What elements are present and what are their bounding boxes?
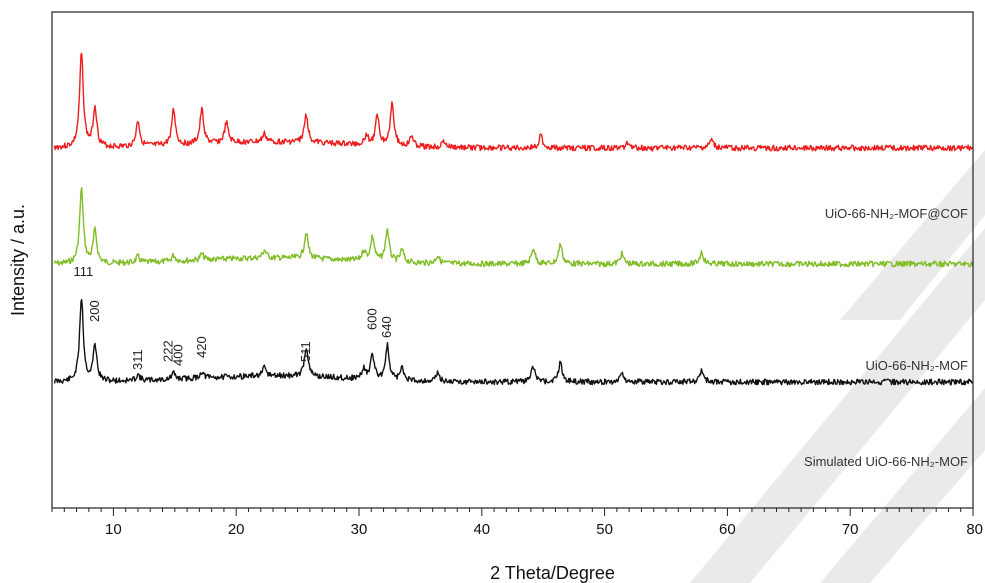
series-label-2: UiO-66-NH₂-MOF: [865, 358, 968, 373]
peak-annotation: 200: [87, 300, 102, 322]
x-tick-label: 30: [351, 521, 368, 538]
series-line-3: [53, 299, 973, 386]
plot-frame: [51, 11, 974, 509]
peak-annotation: 222: [161, 340, 176, 362]
x-tick-label: 50: [596, 521, 613, 538]
x-tick-label: 10: [105, 521, 122, 538]
series-line-1: [53, 52, 974, 152]
peak-annotation: 311: [130, 349, 145, 370]
watermark: [690, 150, 985, 583]
x-tick-label: 80: [966, 521, 983, 538]
series-line-2: [53, 187, 974, 268]
watermark-stripe-1: [690, 228, 985, 583]
peak-annotation: 640: [379, 316, 394, 338]
peak-annotation: 600: [365, 308, 380, 330]
peak-annotation: 420: [194, 336, 209, 358]
peak-annotation: 111: [73, 264, 93, 279]
plot-area: UiO-66-NH₂-MOF@COF UiO-66-NH₂-MOF Simulate…: [53, 52, 974, 469]
axes: 10 20 30 40 50 60 70 80: [51, 11, 983, 538]
x-tick-label: 70: [842, 521, 859, 538]
peak-annotation: 511: [298, 341, 313, 362]
peak-annotation: 400: [170, 344, 185, 366]
x-tick-label: 60: [719, 521, 736, 538]
watermark-stripe-3: [840, 150, 985, 320]
series-label-3: Simulated UiO-66-NH₂-MOF: [804, 454, 968, 469]
series-label-1: UiO-66-NH₂-MOF@COF: [825, 206, 968, 221]
x-axis-label: 2 Theta/Degree: [490, 563, 615, 583]
x-tick-label: 40: [473, 521, 490, 538]
x-tick-label: 20: [228, 521, 245, 538]
watermark-stripe-2: [820, 388, 985, 583]
y-axis-label: Intensity / a.u.: [8, 204, 28, 316]
